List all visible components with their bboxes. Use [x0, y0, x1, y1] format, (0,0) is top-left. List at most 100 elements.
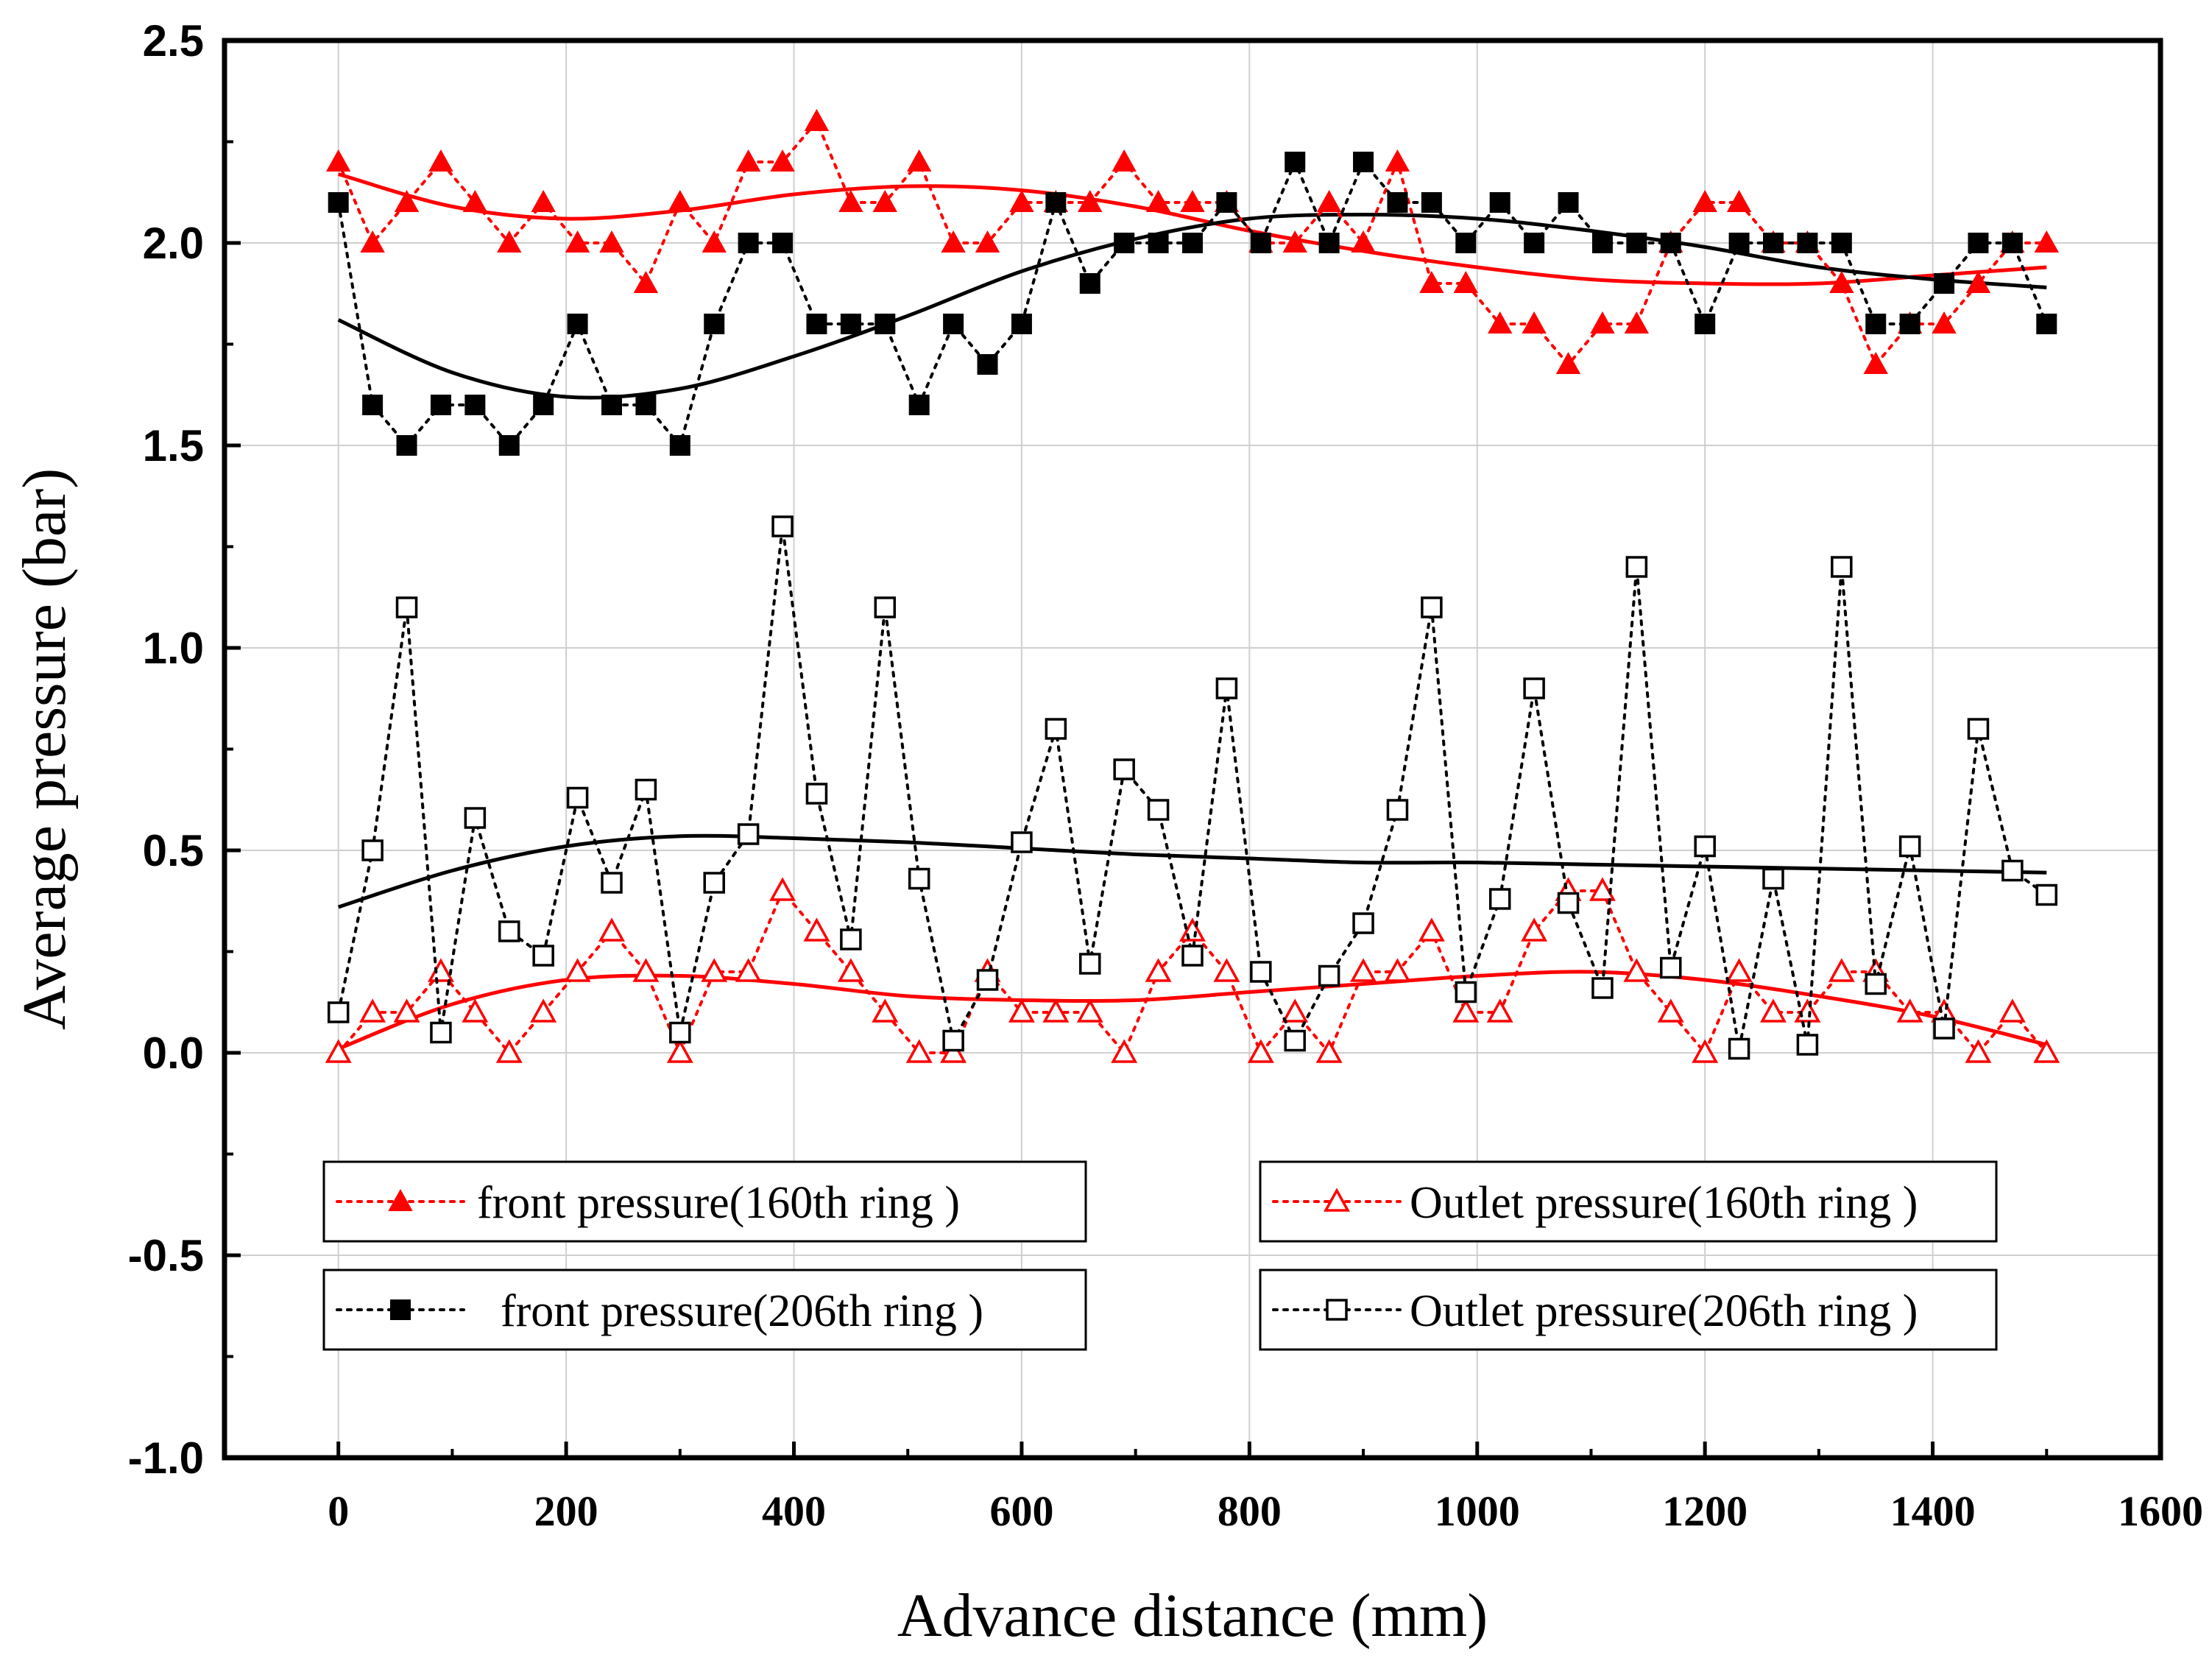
series-outlet-pressure-206th-ring — [327, 515, 2058, 1060]
data-point — [1999, 998, 2026, 1023]
data-point — [669, 435, 690, 456]
data-point — [1694, 835, 1716, 858]
data-point — [1079, 953, 1101, 975]
data-point — [1829, 270, 1854, 293]
data-point — [1215, 677, 1238, 699]
data-point — [1692, 1039, 1719, 1063]
data-point — [1216, 192, 1237, 213]
data-point — [1831, 556, 1853, 578]
data-point — [840, 928, 862, 950]
data-point — [362, 395, 384, 415]
data-point — [771, 515, 794, 537]
data-point — [1111, 1039, 1138, 1063]
data-point — [1008, 998, 1035, 1023]
data-point — [1728, 233, 1750, 253]
data-point — [838, 189, 863, 212]
y-tick-label: -0.5 — [128, 1231, 204, 1280]
data-point — [1486, 998, 1513, 1023]
data-point — [735, 958, 762, 982]
data-point — [977, 354, 998, 375]
data-point — [840, 314, 861, 334]
legend-entry-front-pressure-206th-ring: front pressure(206th ring ) — [322, 1269, 1087, 1351]
data-point — [943, 314, 964, 334]
data-point — [533, 395, 554, 415]
data-point — [326, 149, 351, 172]
data-point — [1079, 273, 1100, 294]
legend-marker — [1324, 1188, 1350, 1212]
data-point — [1865, 973, 1887, 995]
data-point — [2036, 314, 2057, 334]
data-point — [1148, 233, 1169, 253]
x-tick-label: 400 — [762, 1487, 826, 1535]
data-point — [666, 1039, 693, 1063]
data-point — [1521, 917, 1548, 942]
data-point — [532, 945, 554, 967]
x-tick-label: 200 — [534, 1487, 598, 1535]
data-point — [1589, 877, 1616, 901]
data-point — [1725, 958, 1753, 982]
legend: front pressure(160th ring ) Outlet pressu… — [322, 1160, 1998, 1351]
data-point — [1625, 556, 1648, 578]
data-point — [464, 395, 486, 415]
data-point — [1796, 1034, 1819, 1056]
data-point — [874, 314, 896, 334]
data-point — [1760, 998, 1787, 1023]
legend-label: Outlet pressure(206th ring ) — [1410, 1286, 1918, 1336]
data-point — [1352, 912, 1374, 934]
data-point — [1353, 152, 1374, 172]
data-point — [1181, 945, 1204, 967]
data-point — [772, 233, 794, 253]
data-point — [464, 807, 487, 829]
data-point — [1078, 189, 1103, 212]
data-point — [837, 958, 864, 982]
data-point — [598, 917, 625, 942]
data-point — [430, 395, 451, 415]
legend-marker — [390, 1299, 411, 1320]
data-point — [1351, 230, 1376, 253]
data-point — [1421, 596, 1443, 618]
data-point — [1660, 956, 1682, 979]
data-point — [1831, 233, 1852, 253]
data-point — [530, 998, 557, 1023]
data-point — [1763, 233, 1784, 253]
data-point — [1728, 1037, 1750, 1060]
data-point — [1863, 351, 1888, 374]
data-point — [703, 872, 725, 894]
data-point — [1522, 311, 1547, 334]
data-point — [1692, 189, 1717, 212]
data-point — [1385, 149, 1410, 172]
data-point — [635, 778, 657, 801]
y-tick-label: -1.0 — [128, 1433, 204, 1483]
data-point — [1452, 998, 1480, 1023]
x-tick-label: 1000 — [1435, 1487, 1520, 1535]
fit-curve-outlet-pressure-206th-ring — [337, 833, 2047, 909]
data-point — [394, 189, 420, 212]
data-point — [566, 786, 589, 809]
x-tick-label: 1600 — [2118, 1487, 2203, 1535]
data-point — [872, 189, 897, 212]
data-point — [567, 314, 588, 334]
data-point — [531, 189, 556, 212]
data-point — [1387, 192, 1408, 213]
data-point — [804, 108, 830, 131]
data-point — [1896, 998, 1923, 1023]
data-point — [1282, 230, 1307, 253]
data-point — [874, 596, 897, 618]
data-point — [1386, 799, 1409, 821]
legend-label: Outlet pressure(160th ring ) — [1410, 1178, 1918, 1228]
series-line — [336, 119, 2049, 367]
data-point — [1524, 233, 1545, 253]
data-point — [462, 189, 488, 212]
data-point — [1318, 233, 1340, 253]
data-point — [1865, 314, 1887, 334]
data-point — [1350, 958, 1377, 982]
data-point — [806, 314, 827, 334]
data-point — [495, 1039, 523, 1063]
data-point — [1557, 892, 1580, 914]
data-point — [940, 1039, 967, 1063]
legend-entry-outlet-pressure-206th-ring: Outlet pressure(206th ring ) — [1259, 1269, 1998, 1351]
data-point — [1624, 311, 1650, 334]
data-point — [396, 435, 417, 456]
legend-entry-front-pressure-160th-ring: front pressure(160th ring ) — [322, 1160, 1087, 1243]
